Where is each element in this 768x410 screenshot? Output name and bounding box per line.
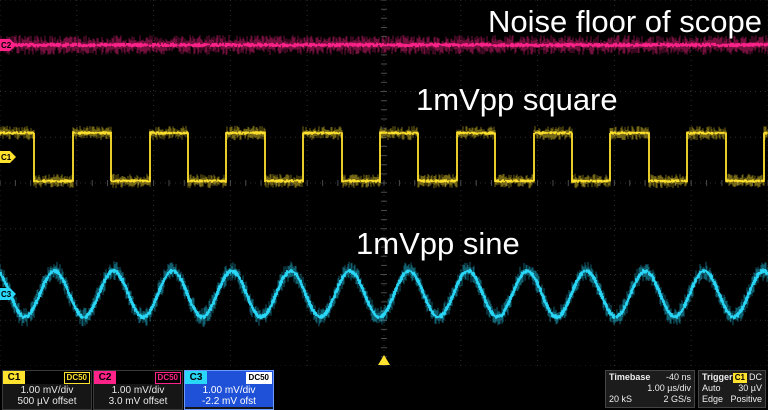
trigger-descriptor[interactable]: Trigger C1 DC Auto 30 µV Edge Positive [698, 370, 766, 408]
svg-text:C1: C1 [1, 153, 12, 162]
svg-text:C2: C2 [1, 41, 12, 50]
timebase-samples: 20 kS [609, 394, 632, 405]
trigger-mode-row: Auto 30 µV [702, 383, 762, 394]
trigger-level: 30 µV [738, 383, 762, 394]
channel-offset: 500 µV offset [3, 396, 91, 407]
trigger-mode: Auto [702, 383, 721, 394]
timebase-scale-row: 1.00 µs/div [609, 383, 691, 394]
timebase-scale: 1.00 µs/div [647, 383, 691, 394]
channel-header: C2 DC50 [94, 371, 182, 384]
channel-chip: C2 [94, 371, 116, 384]
coupling-badge: DC50 [155, 372, 181, 384]
status-bar: C1 DC50 1.00 mV/div 500 µV offset C2 DC5… [0, 368, 768, 410]
channel-chip: C3 [185, 371, 207, 384]
oscilloscope-screen: C2 C1 C3 Noise floor of scope 1mVpp square… [0, 0, 768, 410]
channel-scale: 1.00 mV/div [3, 385, 91, 396]
trigger-type-row: Edge Positive [702, 394, 762, 405]
trigger-source-chip: C1 [733, 373, 747, 383]
trigger-source-group: C1 DC [733, 372, 762, 383]
timebase-title: Timebase [609, 372, 650, 383]
trigger-header: Trigger C1 DC [702, 372, 762, 383]
timebase-rate: 2 GS/s [663, 394, 691, 405]
timebase-sampling-row: 20 kS 2 GS/s [609, 394, 691, 405]
channel-scale: 1.00 mV/div [185, 385, 273, 396]
channel-descriptor-c2[interactable]: C2 DC50 1.00 mV/div 3.0 mV offset [93, 370, 183, 410]
channel-descriptor-c1[interactable]: C1 DC50 1.00 mV/div 500 µV offset [2, 370, 92, 410]
channel-settings: 1.00 mV/div 500 µV offset [3, 384, 91, 407]
timebase-header: Timebase -40 ns [609, 372, 691, 383]
channel-header: C3 DC50 [185, 371, 273, 384]
timebase-delay: -40 ns [666, 372, 691, 383]
waveform-display: C2 C1 C3 [0, 0, 768, 366]
svg-text:C3: C3 [1, 290, 12, 299]
channel-scale: 1.00 mV/div [94, 385, 182, 396]
channel-chip: C1 [3, 371, 25, 384]
trigger-title: Trigger [702, 372, 733, 383]
sine-wave-annotation: 1mVpp sine [356, 226, 520, 262]
channel-header: C1 DC50 [3, 371, 91, 384]
square-wave-annotation: 1mVpp square [416, 82, 618, 118]
channel-descriptor-c3[interactable]: C3 DC50 1.00 mV/div -2.2 mV ofst [184, 370, 274, 410]
channel-settings: 1.00 mV/div 3.0 mV offset [94, 384, 182, 407]
channel-offset: -2.2 mV ofst [185, 396, 273, 407]
channel-settings: 1.00 mV/div -2.2 mV ofst [185, 384, 273, 407]
trigger-slope: Positive [730, 394, 762, 405]
noise-floor-annotation: Noise floor of scope [488, 4, 762, 40]
channel-offset: 3.0 mV offset [94, 396, 182, 407]
trigger-type: Edge [702, 394, 723, 405]
coupling-badge: DC50 [64, 372, 90, 384]
timebase-descriptor[interactable]: Timebase -40 ns 1.00 µs/div 20 kS 2 GS/s [605, 370, 695, 408]
trigger-coupling: DC [749, 372, 762, 383]
coupling-badge: DC50 [246, 372, 272, 384]
